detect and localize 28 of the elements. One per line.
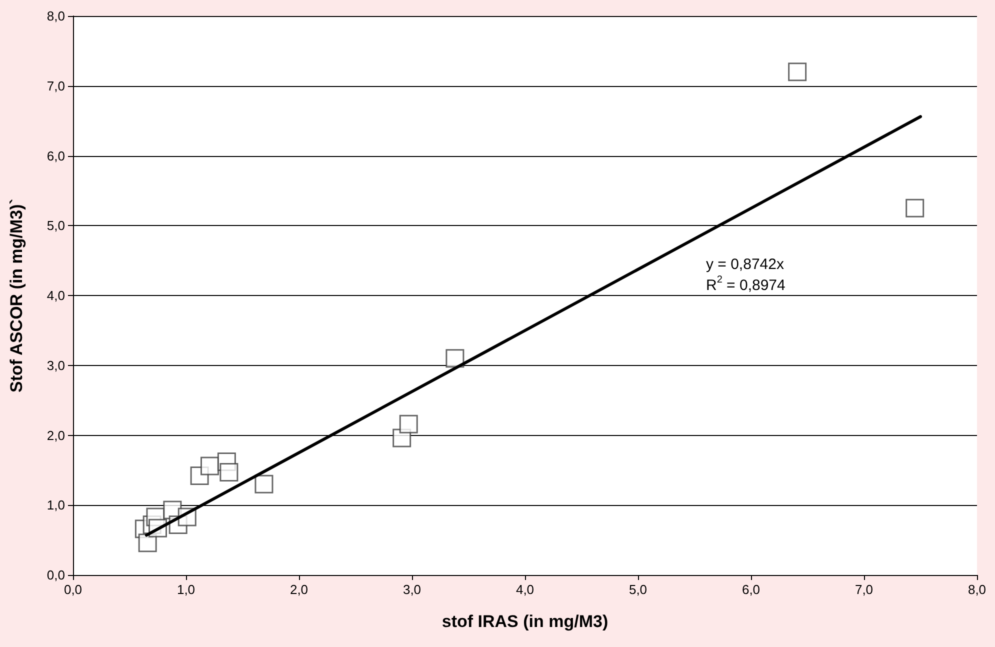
- x-tick-label: 1,0: [176, 582, 196, 597]
- x-tick-label: 8,0: [968, 582, 986, 597]
- y-tick-label: 4,0: [46, 288, 65, 303]
- y-axis-title: Stof ASCOR (in mg/M3)`: [7, 198, 26, 392]
- y-tick-label: 5,0: [46, 218, 65, 234]
- x-tick-label: 7,0: [854, 582, 874, 597]
- annotation: y = 0,8742x: [706, 256, 784, 273]
- point: [254, 474, 274, 494]
- y-tick-label: 7,0: [46, 78, 65, 94]
- y-tick-label: 6,0: [46, 148, 65, 164]
- point: [220, 463, 238, 482]
- y-tick-label: 1,0: [46, 498, 65, 513]
- x-tick-label: 0,0: [64, 582, 82, 597]
- point: [446, 349, 464, 368]
- x-tick-label: 6,0: [742, 582, 760, 597]
- x-tick-label: 4,0: [516, 582, 534, 597]
- x-tick-label: 2,0: [290, 582, 308, 597]
- y-tick-label: 3,0: [46, 358, 65, 373]
- point: [906, 198, 924, 218]
- point: [788, 62, 807, 82]
- y-tick-label: 0,0: [46, 568, 65, 582]
- point: [200, 456, 219, 476]
- y-tick-label: 2,0: [46, 428, 65, 443]
- x-axis-title: stof IRAS (in mg/M3): [442, 612, 608, 631]
- y-tick-label: 8,0: [46, 8, 65, 24]
- x-tick-label: 5,0: [628, 582, 648, 597]
- point: [399, 414, 418, 434]
- x-tick-label: 3,0: [402, 582, 422, 597]
